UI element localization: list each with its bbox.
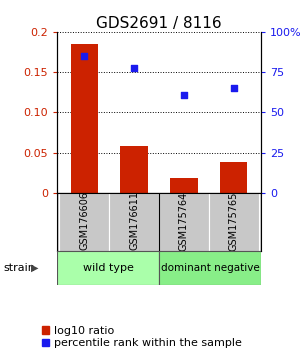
Text: GSM175765: GSM175765 — [229, 191, 238, 251]
Bar — [57, 251, 159, 285]
Bar — [120, 146, 148, 193]
Text: strain: strain — [3, 263, 35, 273]
Bar — [159, 251, 261, 285]
Bar — [209, 193, 259, 251]
Title: GDS2691 / 8116: GDS2691 / 8116 — [96, 16, 222, 31]
Legend: log10 ratio, percentile rank within the sample: log10 ratio, percentile rank within the … — [42, 326, 242, 348]
Point — [132, 65, 136, 71]
Bar — [159, 193, 209, 251]
Text: ▶: ▶ — [31, 263, 38, 273]
Bar — [109, 193, 159, 251]
Text: GSM176611: GSM176611 — [129, 192, 139, 251]
Bar — [170, 178, 198, 193]
Bar — [220, 162, 247, 193]
Text: GSM176606: GSM176606 — [80, 192, 89, 251]
Text: GSM175764: GSM175764 — [179, 192, 189, 251]
Point — [231, 85, 236, 91]
Point — [182, 93, 186, 98]
Text: dominant negative: dominant negative — [160, 263, 260, 273]
Bar — [71, 44, 98, 193]
Text: wild type: wild type — [82, 263, 134, 273]
Point — [82, 53, 87, 59]
Bar — [59, 193, 109, 251]
